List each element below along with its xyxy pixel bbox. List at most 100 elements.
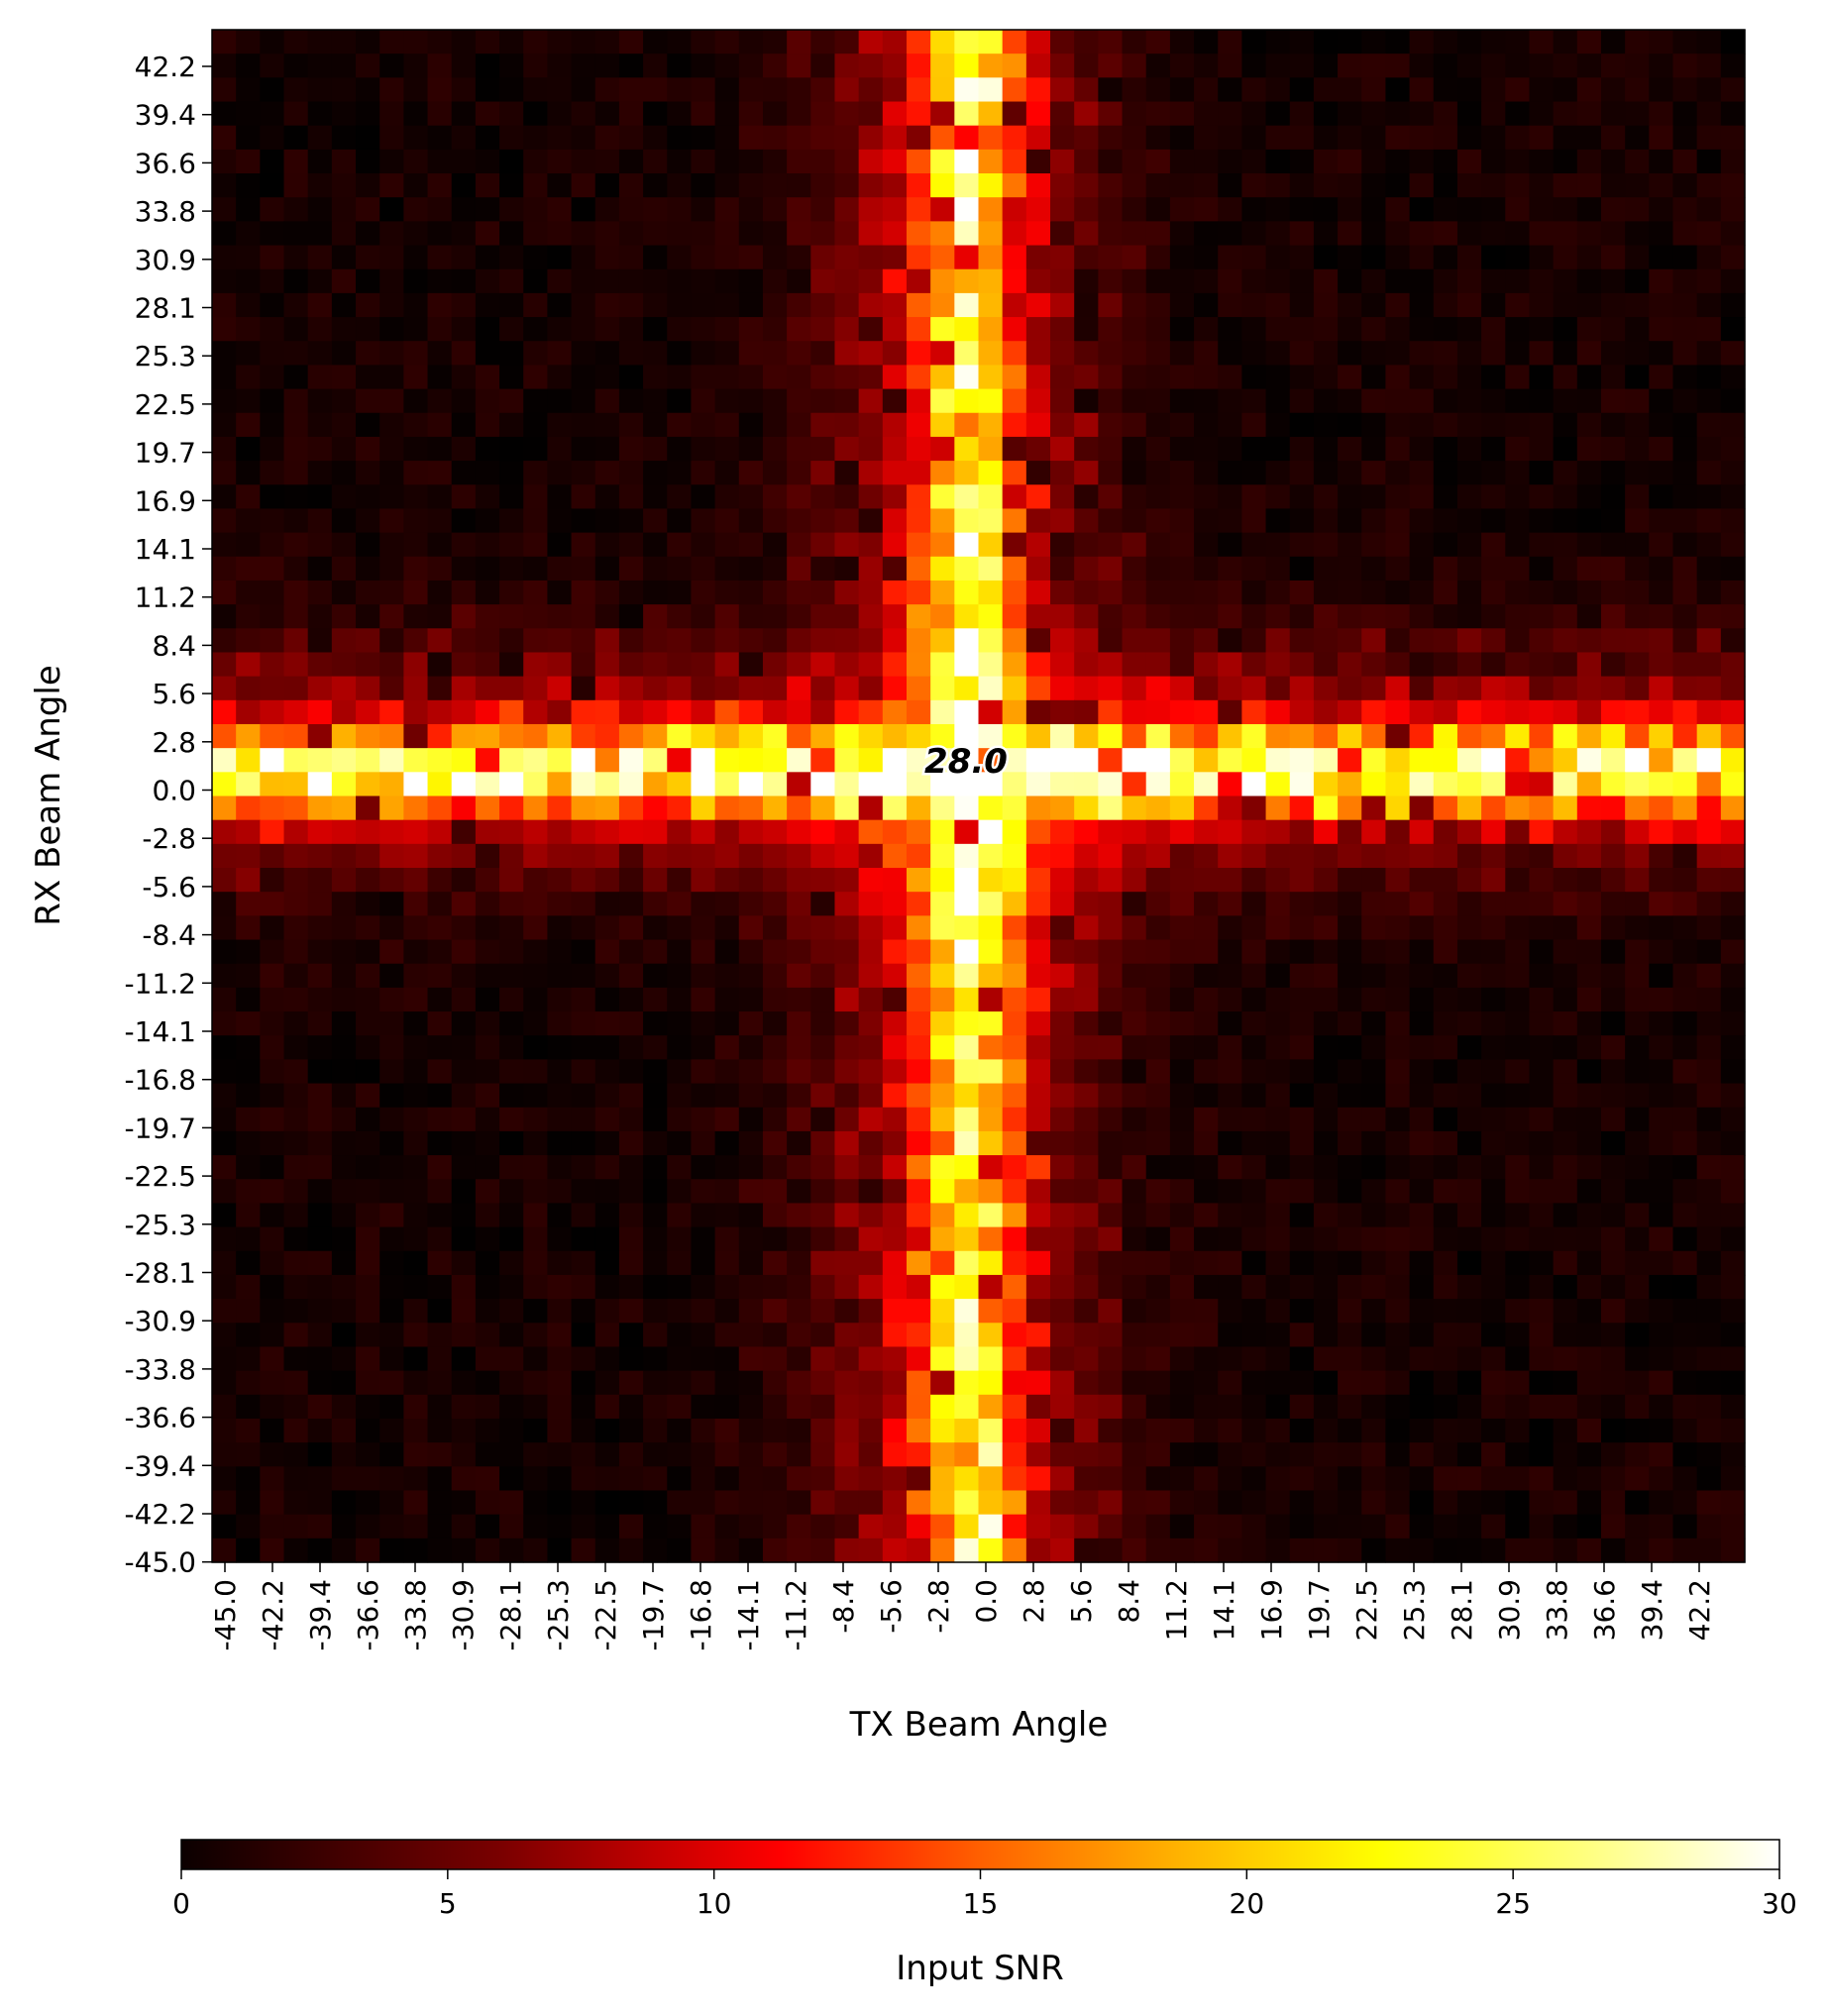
heatmap-cell	[1241, 77, 1267, 103]
heatmap-cell	[691, 1250, 716, 1276]
heatmap-cell	[1720, 125, 1746, 151]
heatmap-cell	[1145, 699, 1171, 725]
heatmap-cell	[260, 699, 285, 725]
heatmap-cell	[1145, 1250, 1171, 1276]
heatmap-cell	[930, 1394, 955, 1420]
heatmap-cell	[1649, 1203, 1674, 1228]
heatmap-cell	[787, 292, 811, 318]
heatmap-cell	[618, 1323, 644, 1348]
heatmap-cell	[1720, 580, 1746, 605]
heatmap-cell	[738, 532, 764, 558]
heatmap-cell	[1098, 676, 1124, 701]
heatmap-cell	[906, 53, 931, 78]
heatmap-cell	[643, 77, 668, 103]
heatmap-cell	[738, 987, 764, 1012]
heatmap-cell	[1002, 1394, 1027, 1420]
heatmap-cell	[1600, 723, 1626, 749]
heatmap-cell	[260, 268, 285, 294]
heatmap-cell	[1385, 819, 1411, 845]
heatmap-cell	[260, 484, 285, 510]
heatmap-cell	[475, 1466, 500, 1492]
heatmap-cell	[1025, 388, 1051, 414]
heatmap-cell	[1361, 987, 1387, 1012]
heatmap-cell	[379, 915, 404, 941]
heatmap-cell	[1385, 1418, 1411, 1443]
heatmap-cell	[1649, 317, 1674, 342]
heatmap-cell	[307, 30, 333, 54]
heatmap-cell	[475, 1490, 500, 1516]
heatmap-cell	[1074, 892, 1099, 916]
heatmap-cell	[714, 1323, 740, 1348]
heatmap-cell	[1025, 699, 1051, 725]
heatmap-cell	[1241, 341, 1267, 366]
heatmap-cell	[356, 1083, 380, 1109]
heatmap-cell	[212, 197, 237, 222]
heatmap-cell	[331, 892, 357, 916]
heatmap-cell	[1625, 461, 1650, 485]
heatmap-cell	[810, 1203, 836, 1228]
heatmap-cell	[1649, 77, 1674, 103]
heatmap-cell	[403, 77, 429, 103]
x-tick-label: -33.8	[399, 1579, 432, 1650]
heatmap-cell	[1194, 197, 1219, 222]
heatmap-cell	[451, 1538, 477, 1563]
heatmap-cell	[1456, 580, 1482, 605]
heatmap-cell	[1074, 1323, 1099, 1348]
heatmap-cell	[1241, 628, 1267, 654]
heatmap-cell	[1074, 963, 1099, 989]
heatmap-cell	[1505, 915, 1531, 941]
heatmap-cell	[1481, 221, 1506, 247]
heatmap-cell	[954, 1250, 980, 1276]
heatmap-cell	[738, 268, 764, 294]
heatmap-cell	[236, 1490, 261, 1516]
heatmap-cell	[691, 1203, 716, 1228]
heatmap-cell	[1600, 388, 1626, 414]
heatmap-cell	[1409, 268, 1435, 294]
heatmap-cell	[499, 484, 524, 510]
heatmap-cell	[738, 868, 764, 893]
heatmap-cell	[1218, 149, 1242, 174]
heatmap-cell	[1074, 1155, 1099, 1180]
heatmap-cell	[1289, 699, 1315, 725]
heatmap-cell	[379, 508, 404, 534]
heatmap-cell	[1050, 1346, 1075, 1372]
heatmap-cell	[1409, 772, 1435, 797]
heatmap-cell	[1289, 939, 1315, 965]
heatmap-cell	[1385, 796, 1411, 821]
heatmap-cell	[618, 676, 644, 701]
heatmap-cell	[1050, 53, 1075, 78]
heatmap-cell	[1169, 915, 1195, 941]
heatmap-cell	[260, 1203, 285, 1228]
heatmap-cell	[571, 436, 596, 462]
heatmap-cell	[1576, 221, 1602, 247]
heatmap-cell	[618, 53, 644, 78]
heatmap-cell	[1481, 292, 1506, 318]
heatmap-cell	[930, 245, 955, 270]
heatmap-cell	[1720, 101, 1746, 127]
heatmap-cell	[1025, 436, 1051, 462]
heatmap-cell	[451, 1274, 477, 1300]
heatmap-cell	[212, 1179, 237, 1205]
heatmap-cell	[451, 1490, 477, 1516]
heatmap-cell	[618, 532, 644, 558]
heatmap-cell	[260, 652, 285, 678]
heatmap-cell	[858, 963, 884, 989]
heatmap-cell	[1409, 1203, 1435, 1228]
heatmap-cell	[1050, 1442, 1075, 1467]
heatmap-cell	[499, 101, 524, 127]
heatmap-cell	[1218, 365, 1242, 390]
heatmap-cell	[236, 173, 261, 198]
heatmap-cell	[523, 149, 548, 174]
heatmap-cell	[283, 1346, 309, 1372]
heatmap-cell	[787, 915, 811, 941]
heatmap-cell	[1505, 892, 1531, 916]
heatmap-cell	[1456, 1179, 1482, 1205]
heatmap-cell	[1145, 1299, 1171, 1324]
heatmap-cell	[1649, 484, 1674, 510]
heatmap-cell	[260, 53, 285, 78]
heatmap-cell	[594, 101, 620, 127]
heatmap-cell	[1002, 1346, 1027, 1372]
heatmap-cell	[1505, 365, 1531, 390]
heatmap-cell	[331, 1490, 357, 1516]
heatmap-cell	[1098, 748, 1124, 773]
